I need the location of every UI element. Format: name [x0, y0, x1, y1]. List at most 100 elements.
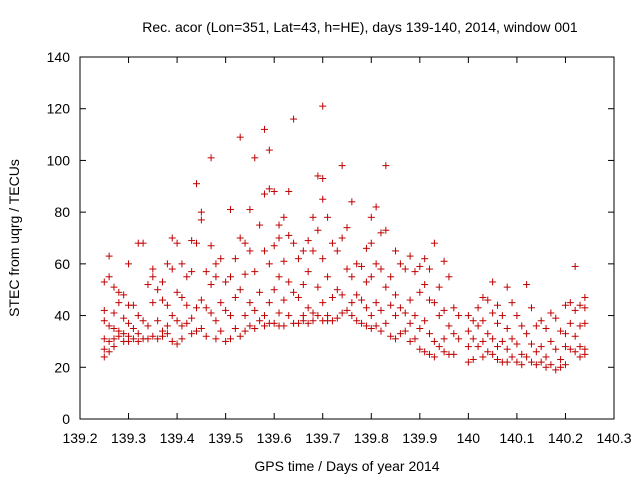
data-point — [493, 356, 501, 364]
data-point — [319, 195, 327, 203]
data-point — [353, 291, 361, 299]
data-point — [110, 325, 118, 332]
data-point — [377, 229, 385, 237]
data-point — [503, 325, 511, 332]
x-tick-label: 140.3 — [596, 430, 631, 446]
data-point — [299, 317, 307, 325]
data-point — [105, 273, 113, 281]
data-point — [464, 343, 472, 351]
data-point — [484, 348, 492, 356]
data-point — [362, 244, 370, 252]
data-point — [508, 335, 516, 343]
data-point — [479, 353, 487, 361]
data-point — [440, 348, 448, 356]
data-point — [557, 327, 565, 335]
data-point — [362, 304, 370, 312]
x-tick-label: 139.3 — [111, 430, 146, 446]
data-point — [474, 343, 482, 351]
data-point — [392, 291, 400, 299]
data-point — [377, 265, 385, 273]
data-point — [411, 335, 419, 343]
data-point — [197, 208, 205, 216]
data-point — [231, 325, 239, 332]
data-point — [217, 327, 225, 335]
data-point — [236, 286, 244, 294]
data-point — [275, 309, 283, 317]
data-point — [367, 273, 375, 281]
data-point — [421, 255, 429, 263]
data-point — [290, 115, 298, 123]
data-point — [435, 312, 443, 320]
data-point — [387, 273, 395, 281]
data-markers — [100, 102, 589, 374]
data-point — [542, 325, 550, 332]
data-point — [426, 350, 434, 358]
data-point — [464, 358, 472, 366]
data-point — [105, 348, 113, 356]
data-point — [455, 312, 463, 320]
data-point — [105, 252, 113, 260]
y-tick-label: 20 — [54, 359, 70, 375]
data-point — [348, 273, 356, 281]
data-point — [537, 343, 545, 351]
x-tick-label: 140.2 — [548, 430, 583, 446]
data-point — [173, 317, 181, 325]
data-point — [571, 348, 579, 356]
data-point — [527, 358, 535, 366]
data-point — [280, 322, 288, 330]
data-point — [125, 319, 133, 327]
data-point — [202, 304, 210, 312]
data-point — [406, 252, 414, 260]
y-tick-label: 140 — [47, 49, 71, 65]
data-point — [493, 319, 501, 327]
x-tick-label: 139.9 — [402, 430, 437, 446]
data-point — [222, 278, 230, 286]
data-point — [129, 335, 137, 343]
data-point — [280, 213, 288, 221]
data-point — [309, 247, 317, 255]
data-point — [168, 312, 176, 320]
data-point — [445, 273, 453, 281]
data-point — [542, 353, 550, 361]
data-point — [188, 237, 196, 245]
data-point — [513, 358, 521, 366]
data-point — [270, 286, 278, 294]
y-tick-label: 40 — [54, 308, 70, 324]
data-point — [566, 299, 574, 307]
data-point — [382, 319, 390, 327]
data-point — [319, 255, 327, 263]
data-point — [110, 335, 118, 343]
data-point — [372, 322, 380, 330]
data-point — [333, 314, 341, 322]
data-point — [401, 327, 409, 335]
data-point — [207, 309, 215, 317]
data-point — [275, 234, 283, 242]
data-point — [343, 306, 351, 314]
data-point — [493, 301, 501, 309]
data-point — [236, 234, 244, 242]
data-point — [430, 239, 438, 247]
data-point — [508, 353, 516, 361]
data-point — [125, 260, 133, 268]
data-point — [294, 293, 302, 301]
data-point — [275, 273, 283, 281]
data-point — [396, 330, 404, 338]
data-point — [328, 239, 336, 247]
data-point — [173, 288, 181, 296]
data-point — [552, 314, 560, 322]
data-point — [338, 162, 346, 170]
data-point — [168, 265, 176, 273]
data-point — [571, 306, 579, 314]
data-point — [280, 296, 288, 304]
data-point — [319, 102, 327, 110]
data-point — [406, 337, 414, 345]
data-point — [236, 332, 244, 340]
data-point — [358, 319, 366, 327]
data-point — [212, 317, 220, 325]
data-point — [265, 185, 273, 193]
data-point — [149, 332, 157, 340]
plot-frame — [79, 56, 615, 420]
data-point — [489, 309, 497, 317]
data-point — [552, 366, 560, 374]
data-point — [440, 335, 448, 343]
